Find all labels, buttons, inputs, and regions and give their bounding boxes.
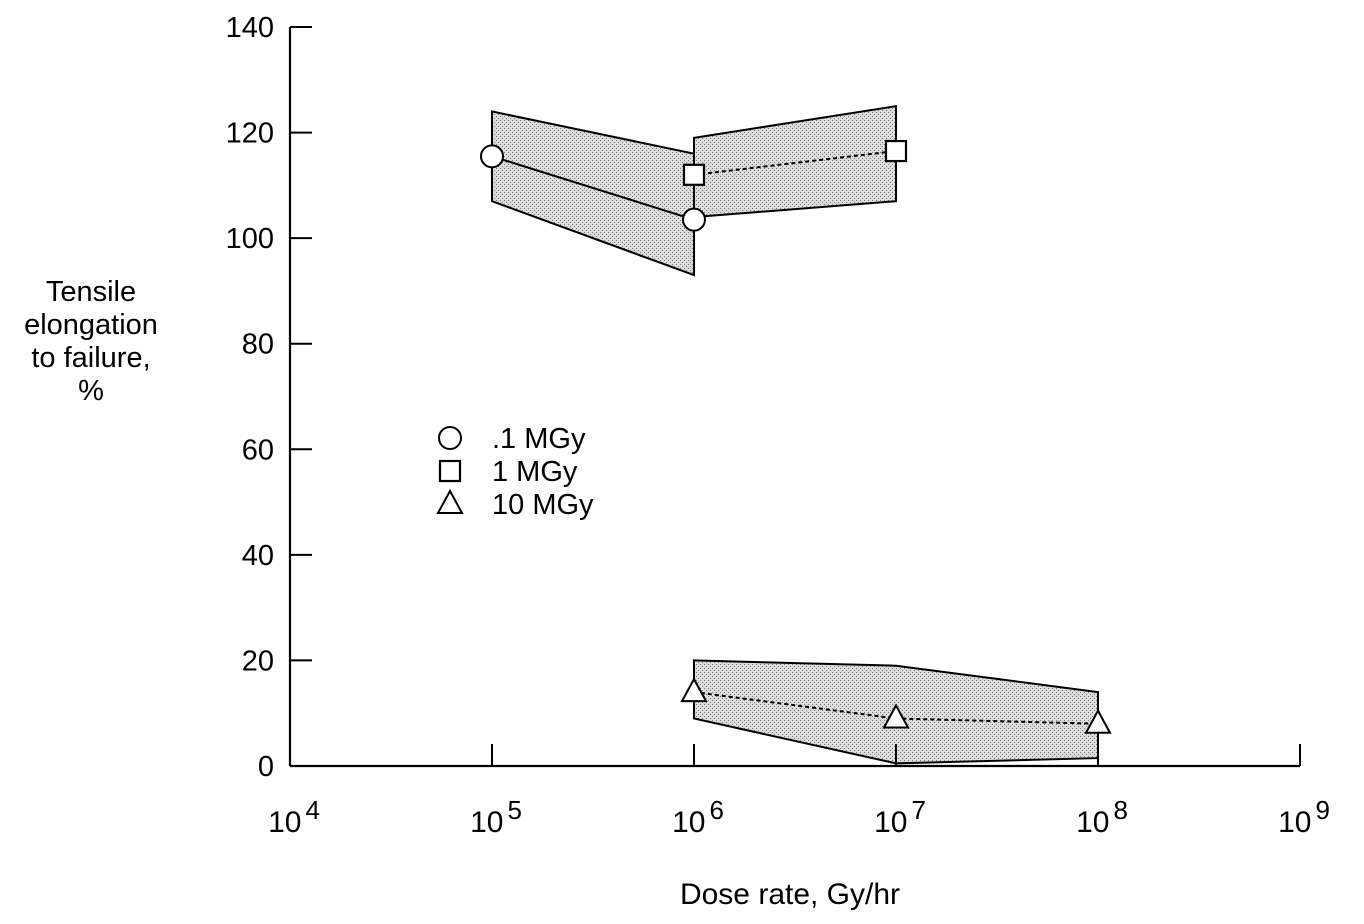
- data-point: [882, 703, 910, 729]
- x-tick-label: 10 6: [672, 795, 724, 839]
- legend-label: 10 MGy: [492, 489, 594, 521]
- y-axis-label-line: elongation: [24, 309, 158, 341]
- data-point: [682, 207, 706, 232]
- y-axis-label: Tensile elongation to failure, %: [0, 276, 182, 408]
- series-line: [693, 150, 897, 176]
- y-tick-label: 20: [242, 645, 274, 677]
- legend-label: .1 MGy: [492, 423, 586, 455]
- x-tick-label: 10 9: [1278, 795, 1330, 839]
- x-tick-label: 10 8: [1076, 795, 1128, 839]
- data-point: [480, 144, 504, 169]
- data-point: [682, 163, 706, 186]
- legend-marker: [438, 426, 462, 450]
- data-point: [1084, 708, 1112, 734]
- y-axis-label-line: Tensile: [45, 276, 137, 308]
- y-tick-label: 80: [242, 329, 274, 361]
- x-tick-label: 10 5: [470, 795, 522, 839]
- series-line: [491, 155, 695, 221]
- y-tick-label: 100: [226, 223, 274, 255]
- data-point: [680, 677, 708, 703]
- y-tick-label: 60: [242, 434, 274, 466]
- legend-marker: [436, 488, 464, 514]
- x-tick-label: 10 4: [268, 795, 320, 839]
- y-tick-label: 40: [242, 540, 274, 572]
- y-axis-label-line: to failure,: [31, 342, 151, 374]
- data-band: [693, 105, 897, 219]
- legend-marker: [438, 459, 462, 483]
- data-point: [884, 139, 908, 163]
- x-tick-label: 10 7: [874, 795, 926, 839]
- x-axis-label: Dose rate, Gy/hr: [679, 878, 901, 911]
- legend-label: 1 MGy: [492, 456, 578, 488]
- y-axis-label-line: %: [78, 375, 104, 407]
- y-tick-label: 0: [258, 751, 274, 783]
- y-tick-label: 120: [226, 118, 274, 150]
- data-band: [491, 110, 695, 277]
- y-tick-label: 140: [226, 12, 274, 44]
